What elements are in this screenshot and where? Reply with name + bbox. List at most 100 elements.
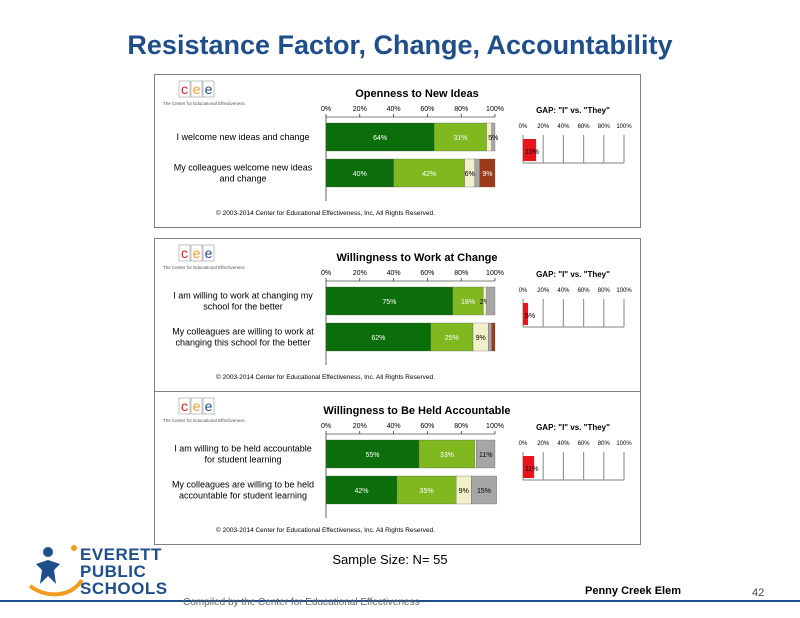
bar-label: 15%: [477, 488, 491, 495]
cee-letter: e: [205, 81, 213, 97]
gap-tick-label: 40%: [557, 124, 570, 130]
x-tick-label: 20%: [353, 106, 367, 113]
bar-segment: [325, 158, 394, 188]
compiled-note: Compiled by the Center for Educational E…: [183, 597, 420, 608]
cee-letter-box: [202, 244, 215, 262]
category-label: I welcome new ideas and change: [176, 132, 309, 142]
category-label: accountable for student learning: [179, 491, 307, 501]
category-label: My colleagues are willing to work at: [172, 327, 314, 337]
x-tick-label: 40%: [387, 423, 401, 430]
page-number: 42: [752, 587, 765, 599]
bar-segment: [325, 286, 453, 316]
gap-tick-label: 0%: [519, 441, 528, 447]
cee-letter-box: [202, 80, 215, 98]
bar-segment: [396, 475, 457, 505]
bar-segment: [325, 122, 435, 152]
category-label: for student learning: [204, 455, 281, 465]
bar-label: 9%: [482, 171, 492, 178]
eps-line2: PUBLIC: [80, 562, 147, 581]
gap-tick-label: 0%: [519, 124, 528, 130]
bar-label: 42%: [354, 488, 368, 495]
bar-label: 40%: [353, 171, 367, 178]
x-tick-label: 80%: [454, 106, 468, 113]
bar-segment: [471, 475, 497, 505]
bar-segment: [430, 322, 474, 352]
cee-letter-box: [202, 397, 215, 415]
bar-label: 35%: [420, 488, 434, 495]
cee-letter: e: [193, 398, 201, 414]
x-tick-label: 80%: [454, 423, 468, 430]
x-tick-label: 100%: [486, 423, 504, 430]
copyright-text: © 2003-2014 Center for Educational Effec…: [216, 209, 435, 217]
gap-bar: [523, 139, 537, 161]
category-label: My colleagues are willing to be held: [172, 480, 314, 490]
bar-segment: [434, 122, 487, 152]
x-tick-label: 40%: [387, 270, 401, 277]
x-tick-label: 60%: [420, 270, 434, 277]
bar-label: 64%: [373, 135, 387, 142]
cee-letter: c: [181, 398, 188, 414]
category-label: I am willing to work at changing my: [173, 291, 313, 301]
gap-tick-label: 80%: [598, 441, 611, 447]
bar-segment: [491, 122, 496, 152]
bar-segment: [491, 322, 496, 352]
gap-tick-label: 40%: [557, 441, 570, 447]
bar-label: 62%: [371, 335, 385, 342]
bar-segment: [474, 439, 477, 469]
x-tick-label: 60%: [420, 423, 434, 430]
bar-segment: [452, 286, 484, 316]
x-tick-label: 0%: [321, 106, 331, 113]
bar-label: 25%: [445, 335, 459, 342]
bottom-divider: [0, 600, 800, 602]
x-tick-label: 20%: [353, 270, 367, 277]
x-tick-label: 80%: [454, 270, 468, 277]
gap-bar-label: 13%: [525, 149, 539, 156]
gap-tick-label: 60%: [578, 124, 591, 130]
cee-caption: The Center for Educational Effectiveness: [163, 418, 245, 423]
cee-letter-box: [178, 397, 191, 415]
gap-tick-label: 20%: [537, 288, 550, 294]
bar-label: 55%: [365, 452, 379, 459]
chart-title: Willingness to Be Held Accountable: [323, 405, 510, 417]
cee-caption: The Center for Educational Effectiveness: [163, 101, 245, 106]
bar-label: 75%: [382, 299, 396, 306]
cee-letter-box: [190, 397, 203, 415]
school-name: Penny Creek Elem: [585, 585, 681, 597]
x-tick-label: 40%: [387, 106, 401, 113]
gap-tick-label: 60%: [578, 441, 591, 447]
gap-title: GAP: "I" vs. "They": [536, 270, 610, 279]
bar-label: 31%: [453, 135, 467, 142]
x-tick-label: 100%: [486, 106, 504, 113]
category-label: and change: [219, 174, 266, 184]
gap-bar: [523, 303, 529, 325]
bar-segment: [393, 158, 465, 188]
cee-letter: e: [193, 245, 201, 261]
cee-letter: c: [181, 81, 188, 97]
bar-label: 33%: [440, 452, 454, 459]
bar-segment: [488, 322, 492, 352]
cee-letter-box: [178, 80, 191, 98]
gap-tick-label: 60%: [578, 288, 591, 294]
copyright-text: © 2003-2014 Center for Educational Effec…: [216, 373, 435, 381]
category-label: changing this school for the better: [175, 338, 310, 348]
gap-title: GAP: "I" vs. "They": [536, 106, 610, 115]
bar-label: 11%: [479, 452, 493, 459]
bar-segment: [479, 158, 496, 188]
category-label: My colleagues welcome new ideas: [174, 163, 313, 173]
gap-title: GAP: "I" vs. "They": [536, 423, 610, 432]
gap-tick-label: 40%: [557, 288, 570, 294]
slide-title: Resistance Factor, Change, Accountabilit…: [127, 30, 673, 60]
category-label: I am willing to be held accountable: [174, 444, 312, 454]
x-tick-label: 100%: [486, 270, 504, 277]
bar-segment: [486, 286, 496, 316]
sample-size: Sample Size: N= 55: [332, 552, 448, 567]
x-tick-label: 60%: [420, 106, 434, 113]
x-tick-label: 0%: [321, 270, 331, 277]
chart-panel-openness: c e e The Center for Educational Effectiven…: [154, 74, 641, 228]
cee-letter: c: [181, 245, 188, 261]
